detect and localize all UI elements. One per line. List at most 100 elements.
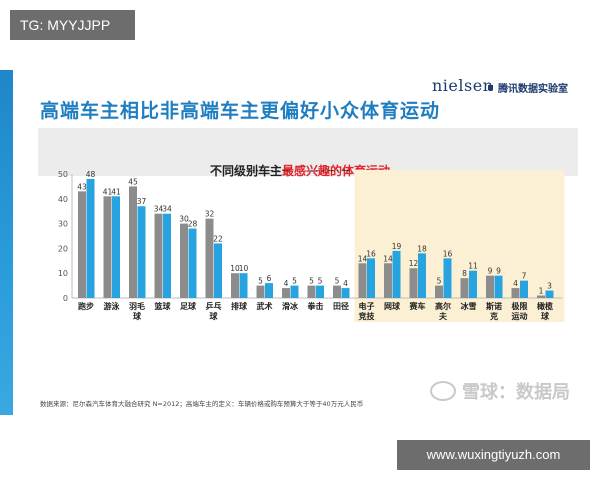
data-label: 5 bbox=[318, 277, 323, 286]
data-label: 28 bbox=[188, 220, 198, 229]
bar bbox=[231, 273, 239, 298]
data-label: 18 bbox=[417, 244, 427, 253]
bar bbox=[460, 278, 469, 298]
category-label: 拳击 bbox=[307, 301, 324, 311]
category-label: 赛车 bbox=[409, 301, 426, 311]
category-label: 田径 bbox=[333, 301, 349, 311]
bar bbox=[494, 275, 503, 298]
bar bbox=[486, 275, 494, 298]
bar bbox=[282, 288, 290, 298]
data-label: 32 bbox=[205, 210, 215, 219]
category-label: 电子 bbox=[359, 301, 375, 311]
data-label: 5 bbox=[309, 277, 314, 286]
data-label: 43 bbox=[77, 182, 87, 191]
category-label: 斯诺 bbox=[486, 301, 502, 311]
bar bbox=[469, 270, 477, 298]
data-label: 5 bbox=[437, 277, 442, 286]
category-label: 球 bbox=[210, 311, 219, 321]
category-label: 羽毛 bbox=[129, 301, 145, 311]
bar bbox=[511, 288, 520, 298]
bar bbox=[333, 285, 341, 298]
data-label: 41 bbox=[103, 187, 113, 196]
data-label: 19 bbox=[392, 242, 402, 251]
category-label: 乒乓 bbox=[206, 301, 222, 311]
data-label: 10 bbox=[230, 264, 240, 273]
bar bbox=[256, 285, 265, 298]
bar bbox=[290, 285, 299, 298]
bar bbox=[214, 243, 222, 298]
chart-title-prefix: 不同级别车主 bbox=[209, 164, 282, 178]
y-tick-label: 20 bbox=[58, 244, 68, 253]
category-label: 武术 bbox=[257, 301, 273, 311]
bar bbox=[112, 196, 120, 298]
bar bbox=[435, 285, 443, 298]
data-label: 14 bbox=[383, 254, 393, 263]
highlight-region bbox=[354, 170, 565, 322]
y-tick-label: 10 bbox=[58, 269, 68, 278]
legend-swatch bbox=[240, 170, 245, 171]
category-label: 排球 bbox=[231, 301, 248, 311]
bar bbox=[86, 178, 95, 298]
data-label: 9 bbox=[488, 267, 493, 276]
bar bbox=[358, 263, 367, 298]
category-label: 高尔 bbox=[435, 301, 451, 311]
data-label: 16 bbox=[443, 249, 453, 258]
slide: nielsen 腾讯数据实验室 高端车主相比非高端车主更偏好小众体育运动 不同级… bbox=[0, 70, 600, 415]
y-tick-label: 0 bbox=[63, 294, 68, 303]
data-label: 45 bbox=[128, 177, 138, 186]
data-label: 10 bbox=[239, 264, 249, 273]
data-label: 14 bbox=[358, 254, 368, 263]
snowball-icon bbox=[430, 381, 456, 401]
bar bbox=[137, 206, 146, 298]
data-label: 5 bbox=[292, 277, 297, 286]
logo-divider bbox=[488, 85, 493, 90]
bar bbox=[265, 283, 273, 298]
bar bbox=[545, 290, 554, 298]
category-label: 夫 bbox=[438, 311, 448, 321]
bar bbox=[205, 218, 214, 298]
slide-title: 高端车主相比非高端车主更偏好小众体育运动 bbox=[40, 100, 441, 122]
y-tick-label: 50 bbox=[58, 170, 68, 179]
bar bbox=[129, 186, 137, 298]
legend-label: 非高端车主 bbox=[248, 170, 291, 173]
data-label: 9 bbox=[496, 267, 501, 276]
category-label: 冰雪 bbox=[461, 301, 477, 311]
watermark-text: 雪球：数据局 bbox=[462, 382, 570, 403]
category-label: 极限 bbox=[512, 301, 528, 311]
category-label: 网球 bbox=[384, 301, 401, 311]
data-label: 34 bbox=[154, 205, 164, 214]
data-label: 48 bbox=[86, 170, 96, 179]
data-label: 41 bbox=[111, 187, 121, 196]
legend-label: 高端车主 bbox=[316, 170, 351, 173]
data-label: 34 bbox=[162, 205, 172, 214]
category-label: 足球 bbox=[180, 301, 197, 311]
category-label: 跑步 bbox=[78, 301, 94, 311]
y-tick-label: 30 bbox=[58, 220, 68, 229]
source-note: 数据来源：尼尔森汽车体育大融合研究 N=2012；高端车主的定义：车辆价格或购车… bbox=[40, 400, 364, 408]
nielsen-logo: nielsen bbox=[432, 76, 494, 95]
watermark: 雪球：数据局 bbox=[430, 378, 570, 404]
bar bbox=[418, 253, 426, 298]
category-label: 篮球 bbox=[154, 301, 172, 311]
bar bbox=[520, 280, 528, 298]
data-label: 12 bbox=[409, 259, 419, 268]
bar bbox=[154, 213, 163, 298]
chart-header-band bbox=[38, 128, 578, 176]
data-label: 16 bbox=[366, 249, 376, 258]
bar bbox=[163, 213, 171, 298]
category-label: 球 bbox=[133, 311, 142, 321]
bar bbox=[537, 295, 545, 298]
data-label: 30 bbox=[179, 215, 189, 224]
url-banner: www.wuxingtiyuzh.com bbox=[397, 440, 590, 470]
category-label: 滑冰 bbox=[282, 301, 299, 311]
data-label: 5 bbox=[258, 277, 263, 286]
y-tick-label: 40 bbox=[58, 195, 68, 204]
bar bbox=[103, 196, 112, 298]
data-label: 6 bbox=[267, 274, 272, 283]
bar bbox=[78, 191, 86, 298]
bar-chart: 01020304050非高端车主高端车主4348跑步4141游泳4537羽毛球3… bbox=[58, 170, 565, 322]
data-label: 5 bbox=[335, 277, 340, 286]
legend-swatch bbox=[308, 170, 313, 171]
data-label: 7 bbox=[522, 272, 527, 281]
bar bbox=[367, 258, 375, 298]
